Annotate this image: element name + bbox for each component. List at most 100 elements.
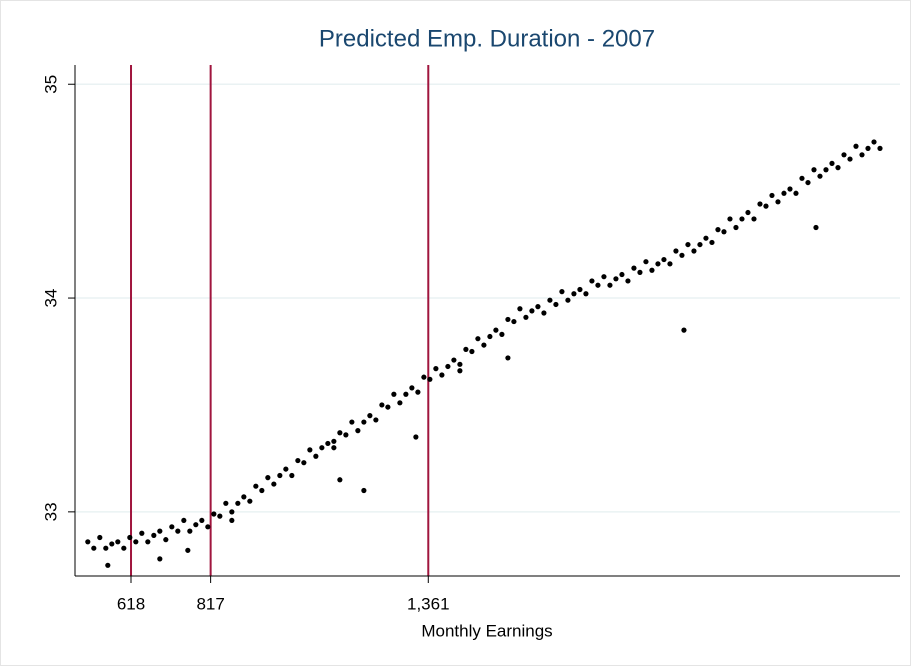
point <box>763 203 769 209</box>
point <box>361 487 367 494</box>
point <box>577 286 583 293</box>
y-tick-label: 33 <box>41 502 60 521</box>
point <box>691 248 697 254</box>
point <box>475 336 481 342</box>
point <box>355 428 361 434</box>
point <box>745 209 751 216</box>
point <box>205 524 211 530</box>
point <box>241 494 247 500</box>
point <box>775 199 781 205</box>
point <box>403 391 409 397</box>
point <box>565 297 571 303</box>
point <box>97 534 103 541</box>
point <box>301 460 307 466</box>
point <box>199 517 205 524</box>
point <box>661 256 667 263</box>
point <box>697 241 703 248</box>
point <box>105 562 111 568</box>
point <box>769 192 775 199</box>
point <box>169 524 175 530</box>
x-axis-label: Monthly Earnings <box>421 621 552 640</box>
point <box>841 152 847 158</box>
point <box>553 301 559 308</box>
point <box>469 348 475 355</box>
point <box>151 532 157 538</box>
point <box>277 472 283 479</box>
point <box>781 190 787 196</box>
point <box>463 346 469 352</box>
point <box>793 190 799 196</box>
point <box>877 145 883 151</box>
point <box>613 276 619 282</box>
point <box>337 477 343 483</box>
point <box>601 274 607 280</box>
point <box>385 404 391 410</box>
point <box>175 528 181 534</box>
point <box>865 145 871 151</box>
y-tick-label: 35 <box>41 75 60 94</box>
point <box>829 160 835 166</box>
point <box>835 165 841 171</box>
point <box>229 517 235 524</box>
point <box>331 438 337 444</box>
point <box>529 308 535 314</box>
point <box>487 333 493 340</box>
point <box>133 539 139 545</box>
point <box>733 224 739 231</box>
point <box>787 186 793 192</box>
point <box>271 481 277 487</box>
point <box>583 291 589 297</box>
point <box>379 402 385 408</box>
point <box>625 278 631 284</box>
point <box>193 522 199 528</box>
point <box>721 229 727 235</box>
point <box>259 487 265 494</box>
point <box>265 475 271 481</box>
point <box>427 376 433 382</box>
point <box>413 434 419 440</box>
point <box>751 216 757 222</box>
point <box>103 545 109 551</box>
point <box>457 361 463 367</box>
point <box>631 265 637 271</box>
point <box>799 175 805 181</box>
point <box>337 430 343 436</box>
point <box>643 259 649 265</box>
point <box>817 173 823 179</box>
point <box>493 327 499 333</box>
point <box>211 511 217 517</box>
point <box>91 545 97 551</box>
point <box>223 500 229 506</box>
point <box>679 252 685 258</box>
point <box>187 528 193 534</box>
point <box>235 500 241 506</box>
point <box>649 267 655 273</box>
point <box>637 269 643 275</box>
point <box>121 545 127 551</box>
point <box>547 297 553 303</box>
y-tick-label: 34 <box>41 289 60 308</box>
point <box>445 363 451 370</box>
x-tick-label: 1,361 <box>407 594 450 613</box>
point <box>313 453 319 459</box>
point <box>619 271 625 278</box>
point <box>805 179 811 186</box>
point <box>247 498 253 504</box>
point <box>115 539 121 545</box>
point <box>655 261 661 267</box>
point <box>607 282 613 288</box>
point <box>391 391 397 397</box>
point <box>433 366 439 372</box>
point <box>757 201 763 207</box>
point <box>681 327 687 333</box>
point <box>331 445 337 451</box>
point <box>541 310 547 316</box>
point <box>343 432 349 438</box>
point <box>361 419 367 425</box>
point <box>283 466 289 472</box>
point <box>505 355 511 361</box>
point <box>457 368 463 374</box>
point <box>325 440 331 447</box>
point <box>673 248 679 254</box>
